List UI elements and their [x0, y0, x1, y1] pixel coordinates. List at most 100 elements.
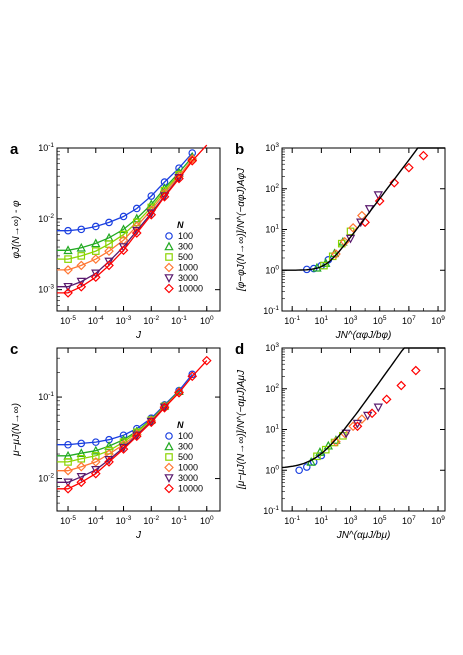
data-point-3000 — [63, 478, 73, 488]
legend-label: 10000 — [178, 484, 203, 494]
legend-marker-3000 — [164, 274, 174, 283]
data-point-10000 — [418, 150, 429, 161]
data-point-10000 — [174, 173, 184, 184]
data-point-10000 — [131, 431, 142, 442]
x-axis-label: J — [135, 330, 142, 341]
data-point-100 — [188, 370, 197, 379]
plot-frame — [281, 347, 446, 512]
panel-a: 10-5 10-4 10-3 10-2 10-1 100 10-3 10-2 10-1 a JφJ(… — [10, 141, 221, 341]
data-point-10000 — [104, 457, 114, 467]
legend-marker-100 — [165, 432, 173, 440]
legend-marker-300 — [164, 441, 174, 451]
data-point-500 — [91, 452, 100, 460]
data-point-10000 — [201, 355, 212, 366]
data-point-3000 — [76, 277, 86, 287]
plot-frame — [56, 147, 221, 312]
x-tick-label: 10-3 — [116, 515, 132, 526]
x-tick-label: 107 — [402, 315, 416, 326]
data-point-1000 — [104, 246, 114, 256]
y-tick-label: 103 — [265, 342, 279, 353]
data-point-300 — [91, 238, 101, 248]
legend-marker-500 — [165, 253, 173, 261]
x-tick-label: 10-5 — [60, 315, 76, 326]
legend-label: 500 — [178, 452, 193, 462]
x-tick-label: 10-2 — [143, 515, 159, 526]
x-tick-label: 10-1 — [284, 315, 300, 326]
data-point-10000 — [404, 162, 414, 173]
data-point-100 — [77, 439, 86, 448]
data-point-3000 — [91, 269, 101, 279]
data-point-100 — [64, 226, 72, 235]
fit-line-500 — [57, 174, 180, 260]
data-point-10000 — [90, 272, 101, 283]
data-point-500 — [119, 230, 128, 239]
panel-c: 10-5 10-4 10-3 10-2 10-1 100 10-2 10-1 c Jμ−μJ(N→… — [10, 341, 221, 541]
x-tick-label: 10-1 — [171, 315, 187, 326]
data-point-10000 — [367, 408, 377, 419]
x-tick-label: 101 — [315, 315, 329, 326]
y-tick-label: 101 — [265, 424, 279, 435]
data-point-3000 — [373, 403, 383, 413]
data-point-3000 — [104, 257, 114, 267]
x-tick-label: 101 — [315, 515, 329, 526]
y-tick-label: 10-1 — [38, 391, 54, 402]
x-tick-label: 10-2 — [143, 315, 159, 326]
x-tick-label: 100 — [200, 515, 214, 526]
y-tick-label: 10-3 — [38, 284, 54, 295]
data-point-300 — [76, 448, 86, 457]
legend-marker-500 — [165, 453, 173, 461]
data-point-300 — [63, 245, 73, 255]
data-point-3000 — [356, 218, 366, 228]
data-point-1000 — [76, 260, 87, 271]
panel-letter: c — [10, 341, 18, 358]
x-tick-label: 10-1 — [284, 515, 300, 526]
data-point-10000 — [146, 209, 157, 220]
y-tick-label: 100 — [265, 464, 279, 475]
data-point-3000 — [76, 473, 86, 482]
legend-marker-10000 — [164, 483, 174, 494]
panel-letter: d — [235, 341, 244, 358]
y-tick-label: 102 — [265, 183, 279, 194]
data-point-500 — [313, 452, 321, 461]
fit-line-1000 — [57, 158, 193, 271]
master-curve — [282, 147, 445, 271]
y-tick-label: 10-1 — [38, 142, 54, 153]
legend-label: 100 — [178, 431, 193, 441]
fit-line-300 — [57, 156, 193, 251]
data-point-1000 — [348, 222, 358, 233]
data-point-300 — [91, 445, 101, 455]
data-point-300 — [118, 224, 129, 234]
data-point-10000 — [118, 245, 129, 256]
legend-marker-10000 — [164, 283, 174, 294]
data-point-3000 — [91, 466, 101, 475]
legend-marker-300 — [164, 241, 174, 251]
y-tick-label: 102 — [265, 383, 279, 394]
data-point-10000 — [63, 288, 73, 298]
fit-line-100 — [57, 152, 193, 232]
y-axis-label: μ−μJ(N→∞) — [11, 403, 22, 457]
panel-letter: b — [235, 141, 244, 158]
data-point-10000 — [410, 365, 421, 376]
x-tick-label: 10-4 — [88, 515, 104, 526]
data-point-1000 — [76, 461, 87, 472]
legend-label: 100 — [178, 231, 193, 241]
y-tick-label: 101 — [265, 224, 279, 235]
x-axis-label: JN^(αφJ/bφ) — [335, 330, 392, 341]
legend-label: 1000 — [178, 263, 198, 273]
fit-line-3000 — [57, 177, 180, 288]
data-point-10000 — [374, 196, 385, 206]
legend-label: 300 — [178, 442, 193, 452]
x-tick-label: 10-4 — [88, 315, 104, 326]
x-tick-label: 107 — [402, 515, 416, 526]
data-point-100 — [105, 218, 113, 227]
legend-label: 10000 — [178, 284, 203, 294]
data-point-10000 — [352, 421, 363, 432]
x-tick-label: 105 — [373, 515, 387, 526]
y-tick-label: 10-1 — [263, 505, 279, 516]
data-point-10000 — [187, 155, 198, 166]
data-point-10000 — [174, 387, 184, 398]
data-point-100 — [91, 222, 100, 231]
legend-marker-3000 — [164, 474, 174, 483]
data-point-100 — [302, 463, 311, 471]
